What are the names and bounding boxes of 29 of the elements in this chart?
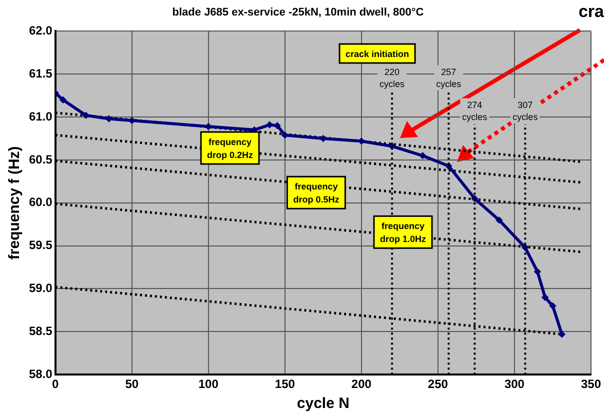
chart-title: blade J685 ex-service -25kN, 10min dwell, 800°C [172, 6, 424, 19]
y-tick-label: 58.0 [28, 366, 53, 381]
y-axis-title: frequency f (Hz) [6, 146, 24, 260]
text: cra [578, 2, 604, 22]
x-tick-label: 300 [504, 377, 525, 392]
ref-line-label: 274 cycles [462, 100, 488, 122]
ref-line-label: 257 cycles [436, 67, 462, 90]
y-tick-label: 61.5 [28, 66, 53, 80]
annotation: frequency drop 0.2Hz [206, 136, 254, 160]
x-tick-label: 50 [125, 377, 139, 392]
annotation: frequency drop 0.5Hz [293, 182, 340, 205]
x-tick-label: 250 [428, 377, 448, 392]
ref-line-label: 220 cycles [380, 67, 406, 90]
x-tick-label: 200 [351, 377, 372, 392]
x-tick-label: 150 [274, 377, 296, 392]
x-tick-label: 350 [580, 377, 602, 392]
y-tick-label: 59.5 [28, 238, 53, 252]
y-tick-label: 60.0 [28, 195, 53, 210]
y-tick-label: 59.0 [28, 281, 53, 296]
y-tick-label: 62.0 [28, 24, 53, 38]
y-tick-label: 60.5 [28, 152, 53, 166]
x-tick-label: 100 [198, 377, 219, 392]
annotation: crack initiation [346, 49, 410, 60]
x-tick-label: 0 [52, 377, 60, 392]
x-axis-title: cycle N [296, 395, 350, 412]
annotation: frequency drop 1.0Hz [380, 221, 426, 244]
y-tick-label: 61.0 [28, 109, 53, 124]
y-tick-label: 58.5 [28, 324, 53, 338]
ref-line-label: 307 cycles [512, 100, 538, 122]
